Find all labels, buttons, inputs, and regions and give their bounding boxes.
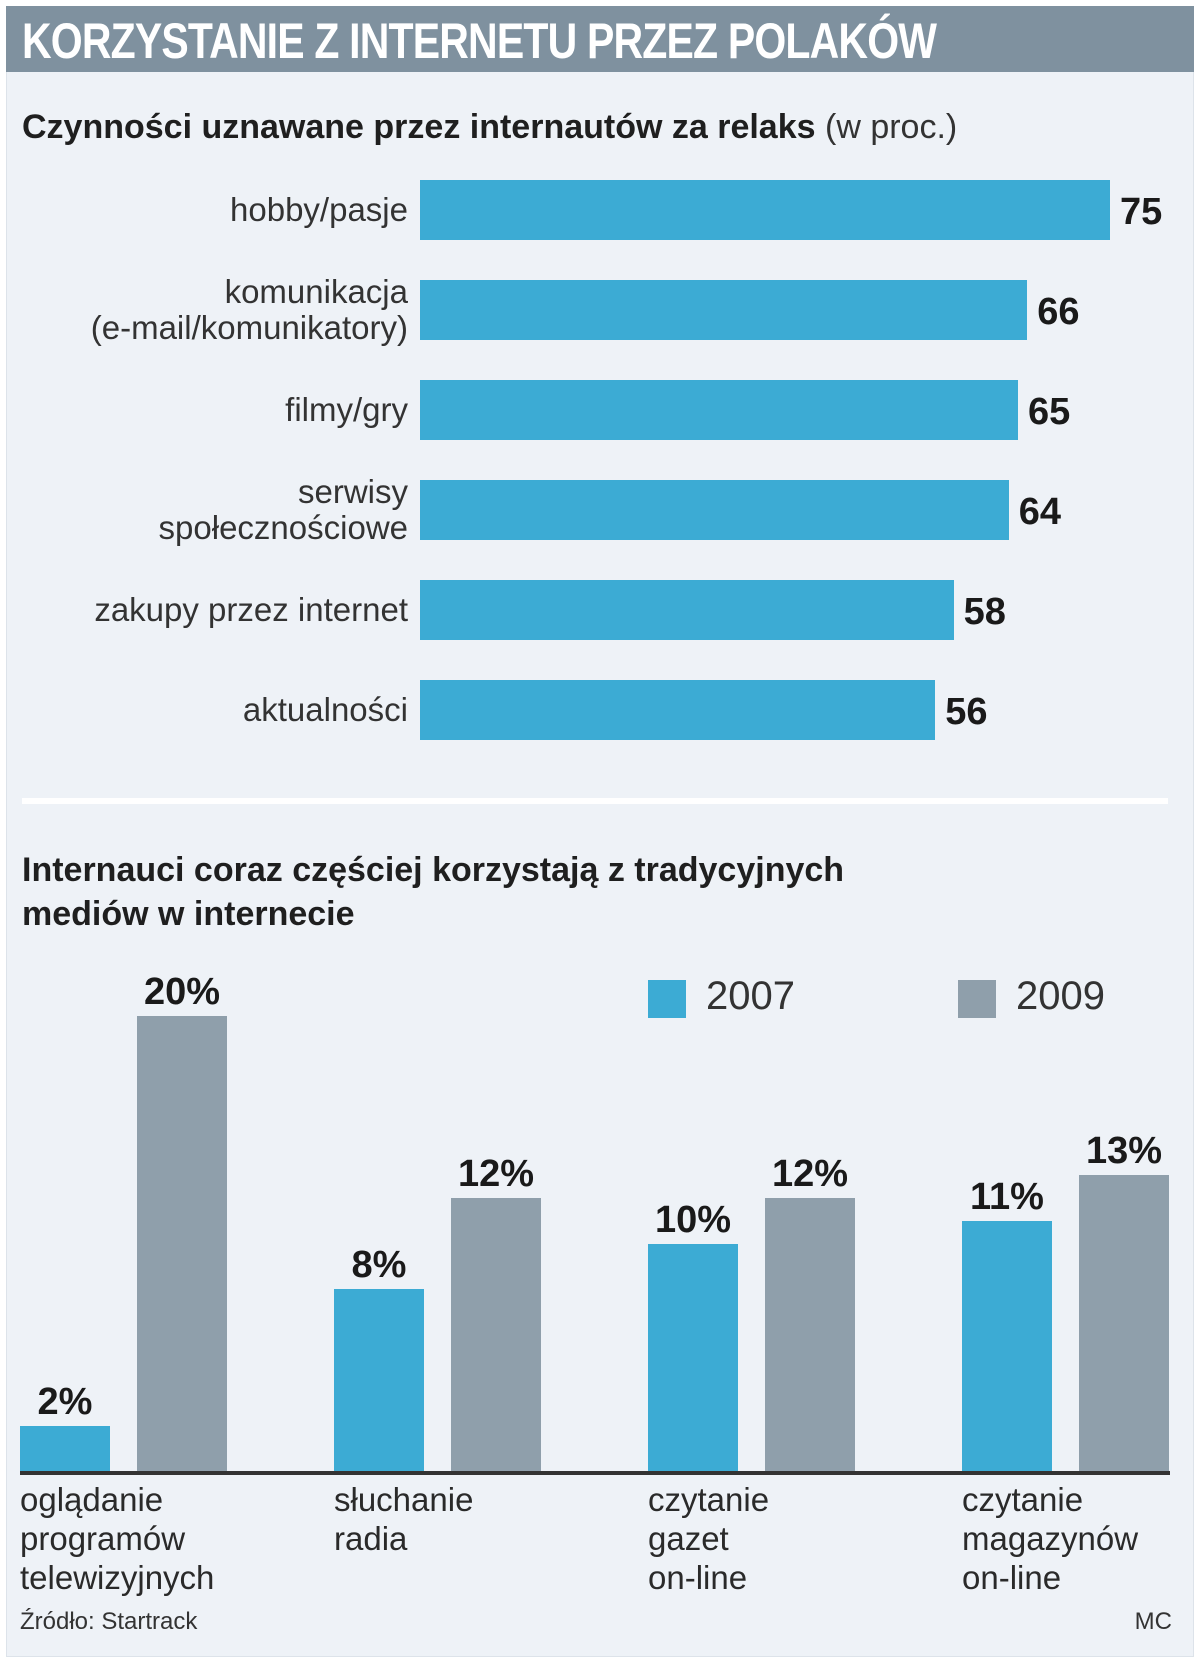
bar-value-label: 20% bbox=[143, 971, 221, 1013]
chart2-baseline bbox=[20, 1471, 1170, 1475]
legend-swatch-2007 bbox=[648, 980, 686, 1018]
bar bbox=[420, 280, 1028, 340]
chart1-title-line: Czynności uznawane przez internautów za … bbox=[22, 105, 957, 149]
category-label: czytanie magazynów on-line bbox=[962, 1481, 1139, 1596]
bar-label: aktualności bbox=[242, 691, 408, 728]
bar bbox=[420, 380, 1018, 440]
section-divider bbox=[22, 798, 1168, 804]
bar-value-label: 2% bbox=[37, 1380, 93, 1423]
legend-swatch-2009 bbox=[958, 980, 996, 1018]
bar bbox=[420, 580, 954, 640]
bar-value-label: 56 bbox=[945, 691, 988, 733]
page-title: KORZYSTANIE Z INTERNETU PRZEZ POLAKÓW bbox=[22, 13, 937, 69]
bar-2009 bbox=[765, 1198, 855, 1471]
bar-2007 bbox=[334, 1289, 424, 1471]
bar-2007 bbox=[648, 1243, 738, 1471]
chart2-title: Internauci coraz częściej korzystają z t… bbox=[22, 851, 845, 933]
category-label: czytanie gazet on-line bbox=[648, 1481, 770, 1596]
bar-label: filmy/gry bbox=[285, 391, 408, 428]
legend-label-2009: 2009 bbox=[1016, 974, 1105, 1018]
bar-value-label: 64 bbox=[1018, 491, 1062, 533]
bar-2009 bbox=[137, 1016, 227, 1471]
bar bbox=[420, 480, 1009, 540]
chart1-unit: (w proc.) bbox=[825, 108, 958, 146]
bar-2007 bbox=[20, 1425, 110, 1471]
category-label: oglądanie programów telewizyjnych bbox=[20, 1481, 215, 1596]
chart1-title: Czynności uznawane przez internautów za … bbox=[22, 108, 816, 146]
bar-2007 bbox=[962, 1220, 1052, 1471]
source-note: Źródło: Startrack bbox=[20, 1608, 198, 1635]
bar-value-label: 75 bbox=[1120, 191, 1163, 233]
bar-value-label: 10% bbox=[654, 1198, 732, 1241]
author-initials: MC bbox=[1134, 1608, 1172, 1635]
bar-label: hobby/pasje bbox=[230, 191, 408, 228]
bar bbox=[420, 680, 936, 740]
header-bar: KORZYSTANIE Z INTERNETU PRZEZ POLAKÓW bbox=[6, 6, 1194, 72]
legend-label-2007: 2007 bbox=[706, 974, 795, 1018]
bar-2009 bbox=[451, 1198, 541, 1471]
bar-value-label: 12% bbox=[457, 1153, 535, 1195]
bar-label: komunikacja (e-mail/komunikatory) bbox=[90, 273, 408, 346]
bar-value-label: 12% bbox=[771, 1153, 849, 1195]
bar-label: zakupy przez internet bbox=[94, 591, 408, 628]
bar-value-label: 11% bbox=[970, 1175, 1044, 1218]
bar-label: serwisy społecznościowe bbox=[158, 473, 408, 546]
bar-value-label: 8% bbox=[351, 1244, 407, 1286]
bar-value-label: 13% bbox=[1085, 1130, 1163, 1173]
bar-value-label: 66 bbox=[1037, 291, 1080, 333]
bar-value-label: 58 bbox=[963, 591, 1006, 633]
bar-2009 bbox=[1079, 1175, 1169, 1471]
bar bbox=[420, 180, 1110, 240]
category-label: słuchanie radia bbox=[334, 1481, 474, 1557]
bar-value-label: 65 bbox=[1028, 391, 1071, 433]
